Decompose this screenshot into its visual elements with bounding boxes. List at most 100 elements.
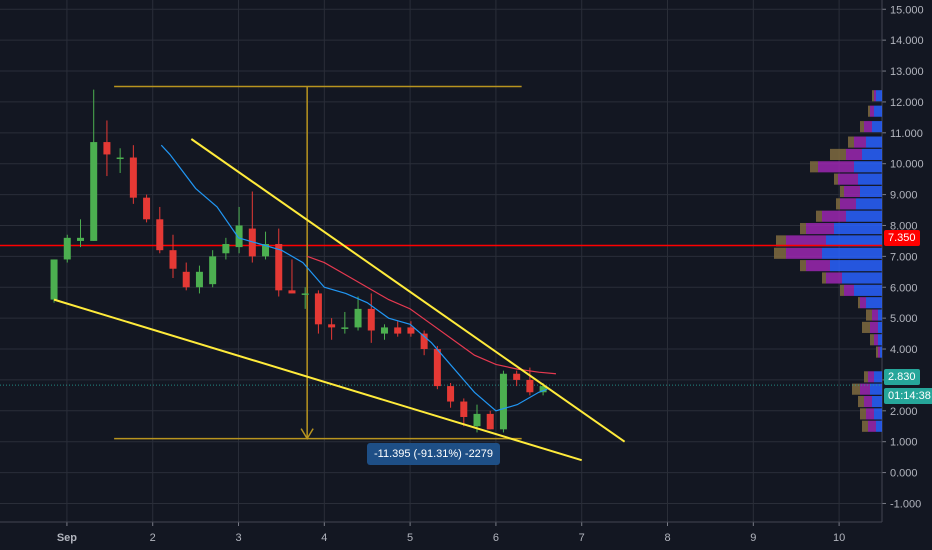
candle-body: [367, 308, 375, 331]
x-tick-label: 5: [407, 532, 413, 544]
volume-profile-buy: [822, 247, 882, 259]
candle-body: [513, 373, 521, 380]
x-tick-label: Sep: [57, 532, 77, 544]
trend-line: [190, 138, 626, 443]
y-tick-label: 9.000: [890, 190, 918, 202]
volume-profile-value: [836, 198, 840, 210]
y-tick-label: 13.000: [890, 66, 924, 78]
y-tick-label: -1.000: [890, 498, 921, 510]
candle-body: [499, 373, 507, 430]
candle-body: [63, 237, 71, 260]
volume-profile-sell: [868, 420, 876, 432]
volume-profile-buy: [858, 173, 882, 185]
y-tick-label: 11.000: [890, 128, 923, 140]
volume-profile-buy: [834, 223, 882, 235]
volume-profile-buy: [874, 105, 882, 117]
volume-profile-buy: [872, 395, 882, 408]
volume-profile-buy: [880, 346, 882, 358]
y-tick-label: 7.000: [890, 251, 918, 263]
x-tick-label: 8: [664, 532, 670, 544]
candle-body: [222, 244, 230, 254]
volume-profile-sell: [860, 383, 870, 395]
volume-profile-buy: [856, 198, 882, 210]
volume-profile-sell: [818, 161, 854, 173]
volume-profile-value: [800, 223, 806, 235]
y-tick-label: 12.000: [890, 97, 924, 109]
volume-profile-sell: [878, 346, 880, 358]
volume-profile-sell: [840, 198, 856, 210]
candle-body: [380, 327, 388, 334]
volume-profile-value: [870, 334, 874, 346]
volume-profile-buy: [866, 297, 882, 309]
volume-profile-buy: [872, 121, 882, 133]
y-tick-label: 15.000: [890, 4, 924, 16]
candle-body: [539, 386, 547, 393]
ma-red-line: [306, 255, 557, 375]
candle-body: [116, 157, 124, 160]
trend-line: [53, 298, 582, 462]
volume-profile-value: [858, 297, 860, 309]
measure-arrow: [300, 428, 314, 441]
volume-profile-buy: [876, 90, 882, 102]
volume-profile-sell: [806, 223, 834, 235]
volume-profile-sell: [838, 173, 858, 185]
volume-profile-value: [858, 395, 864, 408]
candle-body: [90, 142, 98, 241]
volume-profile-sell: [864, 121, 872, 133]
volume-profile-buy: [878, 309, 882, 321]
volume-profile-sell: [864, 395, 872, 408]
y-tick-label: 8.000: [890, 220, 918, 232]
volume-profile-value: [800, 260, 806, 272]
candle-body: [288, 290, 296, 294]
volume-profile-value: [834, 173, 838, 185]
candle-body: [103, 142, 111, 155]
y-tick-label: 5.000: [890, 313, 918, 325]
volume-profile-sell: [870, 321, 878, 333]
volume-profile-value: [866, 309, 872, 321]
y-tick-label: 1.000: [890, 437, 918, 449]
volume-profile-sell: [866, 408, 874, 420]
x-tick-label: 6: [493, 532, 499, 544]
volume-profile-buy: [830, 260, 882, 272]
volume-profile-buy: [878, 321, 882, 333]
volume-profile-sell: [874, 334, 878, 346]
candle-body: [235, 225, 243, 248]
current-price-tag: 2.830: [884, 369, 920, 385]
candle-body: [129, 157, 137, 198]
horizontal-price-tag: 7.350: [884, 230, 920, 246]
candle-body: [275, 244, 283, 291]
volume-profile-buy: [874, 408, 882, 420]
volume-profile-value: [860, 408, 866, 420]
volume-profile-value: [816, 210, 822, 222]
volume-profile-sell: [846, 148, 862, 160]
volume-profile-sell: [870, 105, 874, 117]
volume-profile-value: [840, 185, 844, 198]
volume-profile-sell: [868, 371, 874, 383]
volume-profile-value: [852, 383, 860, 395]
volume-profile-buy: [876, 420, 882, 432]
volume-profile-value: [860, 121, 864, 133]
volume-profile-buy: [862, 148, 882, 160]
volume-profile-buy: [878, 334, 882, 346]
volume-profile-value: [830, 148, 846, 160]
candle-body: [394, 327, 402, 334]
candle-body: [447, 386, 455, 402]
measure-label: -11.395 (-91.31%) -2279: [367, 443, 501, 465]
candle-body: [328, 324, 336, 328]
volume-profile-value: [810, 161, 818, 173]
x-tick-label: 7: [579, 532, 585, 544]
volume-profile-sell: [826, 272, 842, 284]
x-tick-label: 2: [150, 532, 156, 544]
volume-profile-buy: [842, 272, 882, 284]
volume-profile-sell: [822, 210, 846, 222]
volume-profile-value: [868, 105, 870, 117]
x-tick-label: 9: [750, 532, 756, 544]
countdown-tag: 01:14:38: [884, 388, 932, 404]
y-tick-label: 4.000: [890, 344, 918, 356]
candle-body: [169, 250, 177, 269]
y-tick-label: 6.000: [890, 282, 918, 294]
volume-profile-sell: [874, 90, 876, 102]
